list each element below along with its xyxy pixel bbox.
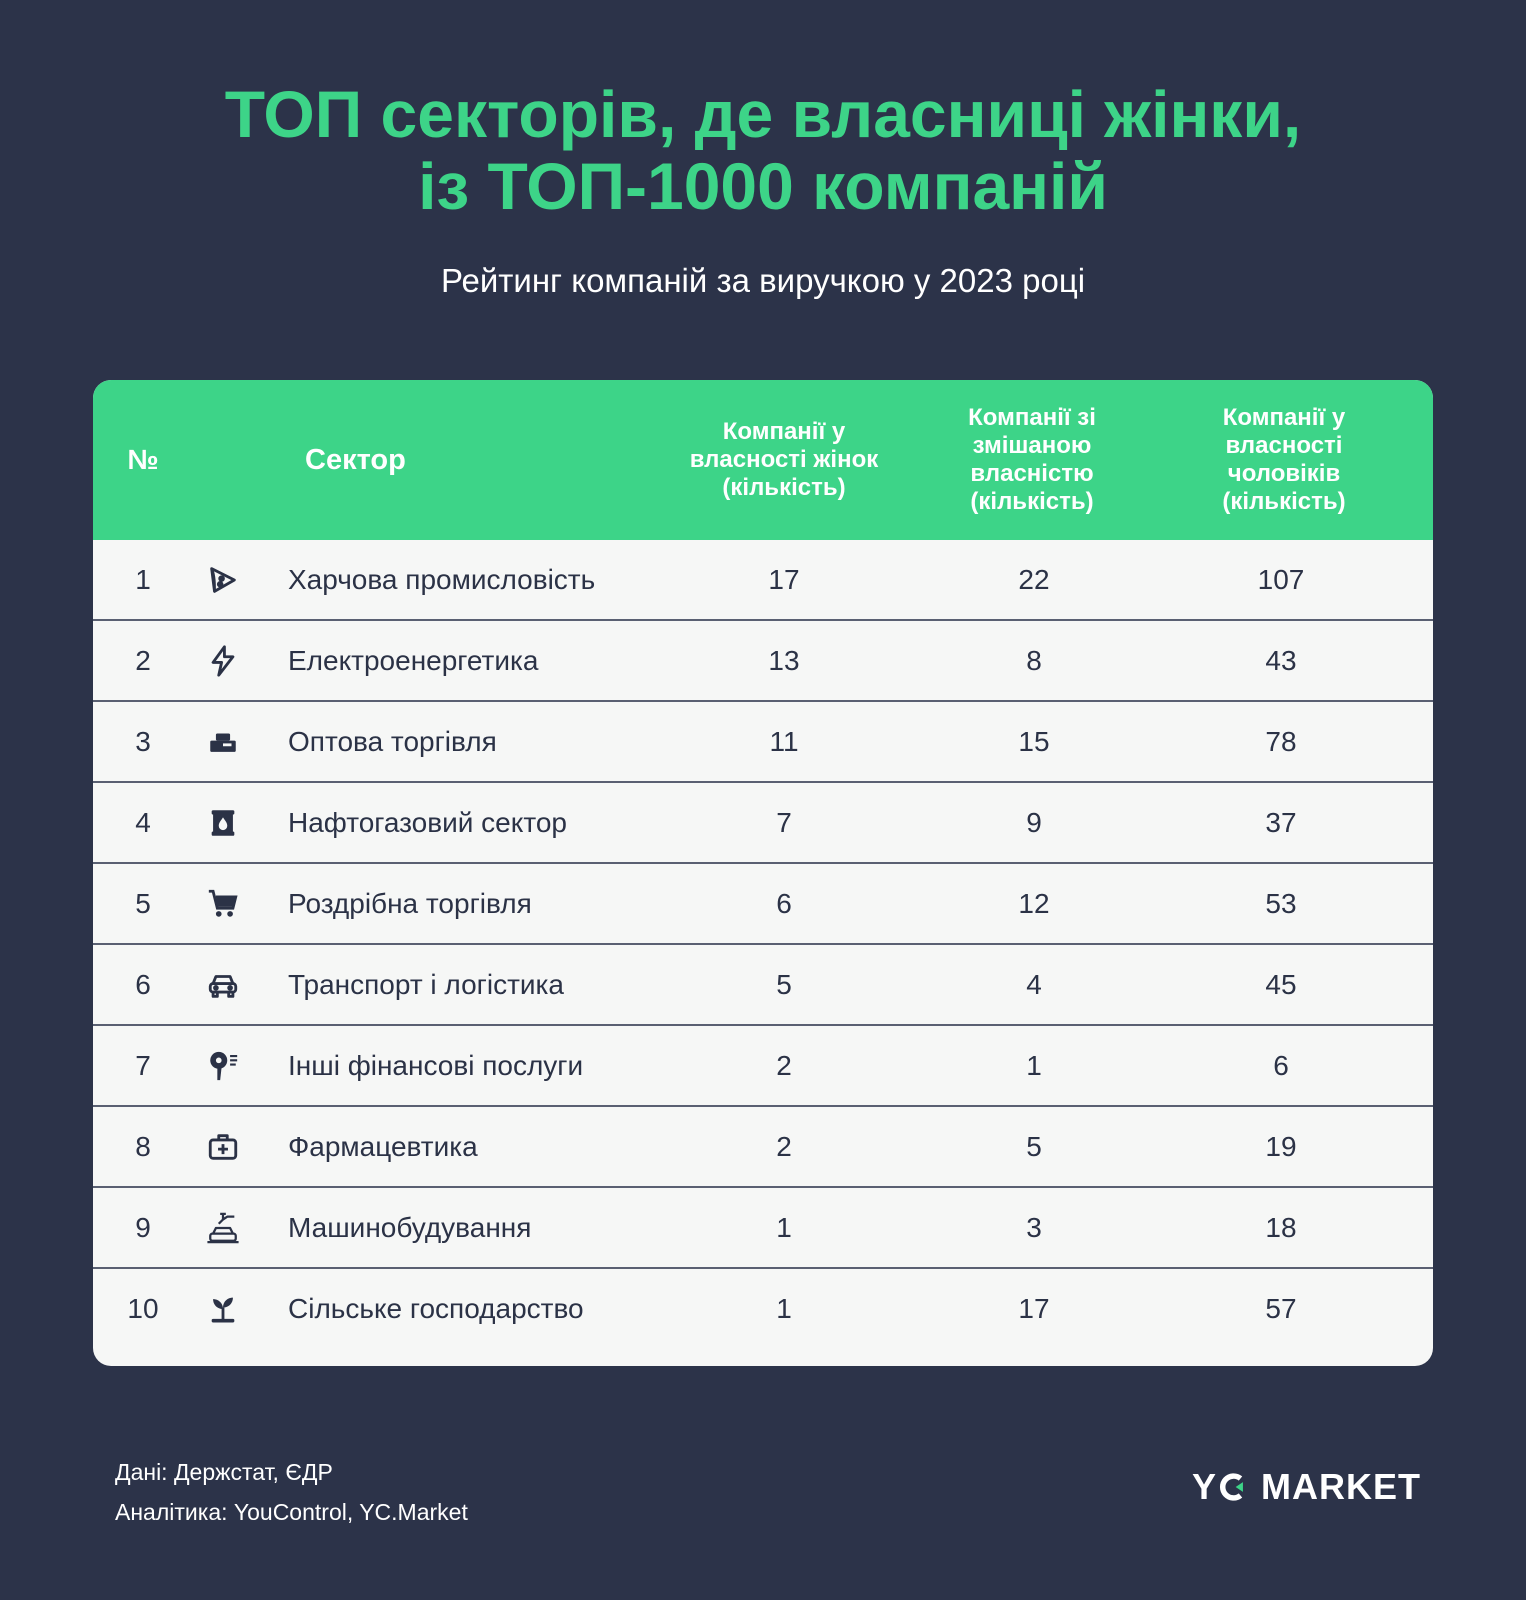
- table-row: 6 Транспорт і логістика 5 4 45: [93, 945, 1433, 1026]
- pizza-icon: [203, 540, 243, 619]
- row-men: 43: [1265, 644, 1297, 676]
- row-num: 7: [135, 1049, 151, 1081]
- row-men: 53: [1265, 887, 1297, 919]
- row-men: 45: [1265, 968, 1297, 1000]
- row-num: 9: [135, 1211, 151, 1243]
- row-women: 1: [776, 1211, 792, 1243]
- row-mixed: 12: [1018, 887, 1050, 919]
- row-sector: Машинобудування: [288, 1211, 532, 1243]
- row-mixed: 15: [1018, 725, 1050, 757]
- row-mixed: 22: [1018, 563, 1050, 595]
- row-women: 13: [768, 644, 800, 676]
- row-sector: Нафтогазовий сектор: [288, 806, 567, 838]
- header-women: Компанії у власності жінок (кількість): [689, 418, 879, 501]
- table-header: № Сектор Компанії у власності жінок (кіл…: [93, 380, 1433, 540]
- car-icon: [203, 945, 243, 1024]
- row-mixed: 3: [1026, 1211, 1042, 1243]
- row-sector: Транспорт і логістика: [288, 968, 564, 1000]
- analytics-credit: Аналітика: YouControl, YC.Market: [115, 1499, 468, 1525]
- row-sector: Фармацевтика: [288, 1130, 478, 1162]
- header-sector: Сектор: [305, 443, 406, 476]
- row-women: 5: [776, 968, 792, 1000]
- row-num: 3: [135, 725, 151, 757]
- row-num: 5: [135, 887, 151, 919]
- oil-barrel-icon: [203, 783, 243, 862]
- row-num: 6: [135, 968, 151, 1000]
- sector-table: № Сектор Компанії у власності жінок (кіл…: [93, 380, 1433, 1366]
- row-men: 6: [1273, 1049, 1289, 1081]
- page-title: ТОП секторів, де власниці жінки, із ТОП-…: [0, 78, 1526, 222]
- row-mixed: 9: [1026, 806, 1042, 838]
- title-line-2: із ТОП-1000 компаній: [418, 149, 1108, 223]
- title-line-1: ТОП секторів, де власниці жінки,: [224, 77, 1302, 151]
- row-num: 2: [135, 644, 151, 676]
- table-row: 3 Оптова торгівля 11 15 78: [93, 702, 1433, 783]
- row-men: 107: [1257, 563, 1305, 595]
- row-men: 37: [1265, 806, 1297, 838]
- row-women: 1: [776, 1292, 792, 1324]
- footer: Дані: Держстат, ЄДР Аналітика: YouContro…: [115, 1452, 468, 1532]
- row-mixed: 4: [1026, 968, 1042, 1000]
- row-sector: Харчова промисловість: [288, 563, 596, 595]
- lightning-icon: [203, 621, 243, 700]
- row-mixed: 8: [1026, 644, 1042, 676]
- car-factory-icon: [203, 1188, 243, 1267]
- row-sector: Інші фінансові послуги: [288, 1049, 584, 1081]
- row-sector: Електроенергетика: [288, 644, 539, 676]
- table-row: 1 Харчова промисловість 17 22 107: [93, 540, 1433, 621]
- row-num: 8: [135, 1130, 151, 1162]
- row-sector: Оптова торгівля: [288, 725, 497, 757]
- row-men: 57: [1265, 1292, 1297, 1324]
- row-num: 4: [135, 806, 151, 838]
- row-women: 17: [768, 563, 800, 595]
- header-men: Компанії у власності чоловіків (кількіст…: [1222, 404, 1346, 515]
- row-sector: Роздрібна торгівля: [288, 887, 532, 919]
- row-women: 2: [776, 1130, 792, 1162]
- cash-register-icon: [203, 702, 243, 781]
- page-subtitle: Рейтинг компаній за виручкою у 2023 році: [440, 262, 1086, 299]
- data-source: Дані: Держстат, ЄДР: [115, 1459, 333, 1485]
- row-men: 18: [1265, 1211, 1297, 1243]
- table-row: 7 Інші фінансові послуги 2 1 6: [93, 1026, 1433, 1107]
- header-num: №: [127, 444, 159, 475]
- row-women: 7: [776, 806, 792, 838]
- row-women: 6: [776, 887, 792, 919]
- row-num: 1: [135, 563, 151, 595]
- table-row: 10 Сільське господарство 1 17 57: [93, 1269, 1433, 1350]
- table-row: 4 Нафтогазовий сектор 7 9 37: [93, 783, 1433, 864]
- row-sector: Сільське господарство: [288, 1292, 584, 1324]
- table-row: 8 Фармацевтика 2 5 19: [93, 1107, 1433, 1188]
- row-mixed: 5: [1026, 1130, 1042, 1162]
- logo-market: MARKET: [1261, 1466, 1421, 1507]
- table-row: 5 Роздрібна торгівля 6 12 53: [93, 864, 1433, 945]
- table-row: 9 Машинобудування 1 3 18: [93, 1188, 1433, 1269]
- row-women: 11: [769, 725, 799, 757]
- sprout-icon: [203, 1269, 243, 1348]
- row-women: 2: [776, 1049, 792, 1081]
- logo-c-icon: [1217, 1470, 1247, 1504]
- logo-y: Y: [1192, 1466, 1218, 1507]
- yc-market-logo: Y MARKET: [1192, 1466, 1421, 1508]
- first-aid-kit-icon: [203, 1107, 243, 1186]
- header-mixed: Компанії зі змішаною власністю (кількіст…: [968, 404, 1096, 515]
- hair-dryer-icon: [203, 1026, 243, 1105]
- shopping-cart-icon: [203, 864, 243, 943]
- table-row: 2 Електроенергетика 13 8 43: [93, 621, 1433, 702]
- row-mixed: 1: [1026, 1049, 1042, 1081]
- row-mixed: 17: [1018, 1292, 1050, 1324]
- row-men: 78: [1265, 725, 1297, 757]
- row-men: 19: [1265, 1130, 1297, 1162]
- row-num: 10: [127, 1292, 159, 1324]
